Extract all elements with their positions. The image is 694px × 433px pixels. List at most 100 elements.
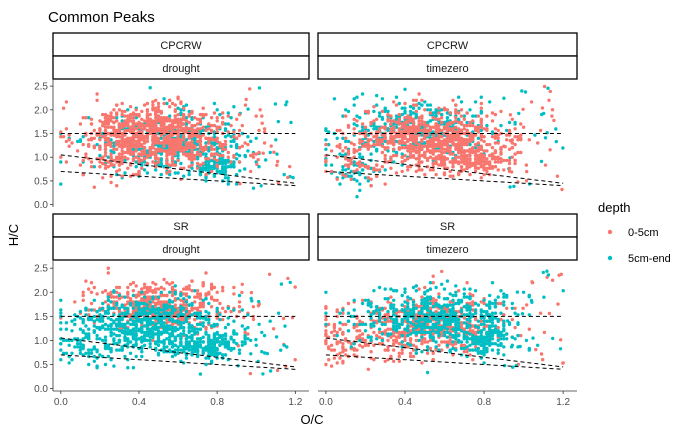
data-point-0-5cm (165, 149, 169, 153)
data-point-5cm-end (148, 327, 152, 331)
data-point-0-5cm (165, 160, 169, 164)
data-point-0-5cm (260, 121, 264, 125)
data-point-0-5cm (499, 157, 503, 161)
data-point-5cm-end (59, 308, 63, 312)
data-point-5cm-end (78, 327, 83, 331)
data-point-0-5cm (406, 138, 410, 142)
data-point-5cm-end (176, 297, 180, 301)
data-point-0-5cm (521, 125, 526, 129)
data-point-0-5cm (134, 172, 138, 177)
data-point-0-5cm (112, 147, 116, 151)
data-point-0-5cm (98, 165, 102, 169)
data-point-0-5cm (519, 136, 523, 140)
data-point-5cm-end (473, 100, 478, 104)
data-point-0-5cm (254, 152, 258, 156)
data-point-5cm-end (134, 300, 138, 304)
data-point-0-5cm (366, 367, 370, 371)
data-point-0-5cm (103, 130, 108, 134)
data-point-5cm-end (173, 338, 177, 343)
data-point-5cm-end (162, 327, 166, 331)
data-point-5cm-end (190, 313, 194, 317)
data-point-0-5cm (126, 117, 130, 122)
data-point-0-5cm (397, 351, 401, 355)
data-point-5cm-end (112, 141, 116, 145)
data-point-0-5cm (327, 358, 331, 362)
data-point-0-5cm (369, 177, 373, 181)
data-point-5cm-end (89, 317, 94, 322)
data-point-0-5cm (112, 108, 116, 112)
data-point-0-5cm (126, 144, 130, 148)
data-point-0-5cm (516, 135, 520, 139)
data-point-0-5cm (392, 338, 396, 343)
data-point-0-5cm (117, 163, 122, 167)
data-point-0-5cm (493, 165, 498, 169)
data-point-0-5cm (145, 116, 150, 120)
data-point-5cm-end (207, 343, 211, 347)
data-point-0-5cm (437, 292, 441, 296)
data-point-0-5cm (101, 112, 105, 117)
data-point-0-5cm (552, 118, 556, 123)
data-point-0-5cm (383, 153, 387, 158)
data-point-0-5cm (375, 117, 379, 122)
data-point-5cm-end (235, 172, 239, 177)
data-point-0-5cm (377, 168, 382, 172)
data-point-5cm-end (212, 337, 217, 341)
data-point-0-5cm (173, 117, 177, 122)
data-point-0-5cm (159, 141, 163, 145)
data-point-0-5cm (117, 285, 122, 290)
data-point-0-5cm (154, 112, 158, 117)
data-point-0-5cm (117, 139, 122, 144)
data-point-0-5cm (128, 282, 133, 286)
data-point-0-5cm (513, 158, 517, 163)
data-point-0-5cm (204, 144, 208, 148)
data-point-0-5cm (106, 266, 111, 270)
data-point-5cm-end (101, 338, 105, 343)
data-point-5cm-end (349, 174, 353, 178)
data-point-0-5cm (335, 314, 339, 319)
data-point-5cm-end (268, 150, 272, 155)
data-point-0-5cm (195, 292, 200, 296)
data-point-0-5cm (408, 165, 413, 169)
data-point-5cm-end (112, 289, 116, 293)
data-point-5cm-end (187, 345, 191, 349)
data-point-0-5cm (414, 314, 418, 319)
data-point-0-5cm (201, 281, 205, 285)
data-point-0-5cm (485, 128, 489, 133)
data-point-0-5cm (218, 125, 222, 129)
data-point-0-5cm (170, 101, 175, 106)
data-point-5cm-end (184, 309, 189, 314)
data-point-0-5cm (115, 169, 119, 174)
data-point-0-5cm (254, 114, 258, 118)
data-point-0-5cm (513, 325, 517, 330)
data-point-0-5cm (465, 142, 469, 147)
data-point-0-5cm (380, 138, 385, 142)
data-point-0-5cm (389, 327, 393, 331)
data-point-0-5cm (380, 125, 385, 129)
data-point-0-5cm (137, 160, 141, 164)
data-point-0-5cm (248, 371, 253, 376)
data-point-0-5cm (151, 300, 155, 304)
data-point-0-5cm (389, 319, 393, 323)
data-point-5cm-end (561, 146, 565, 150)
data-point-0-5cm (120, 149, 124, 153)
data-point-0-5cm (360, 163, 365, 167)
data-point-5cm-end (154, 332, 158, 336)
data-point-0-5cm (473, 332, 478, 336)
data-point-0-5cm (490, 146, 495, 150)
data-point-5cm-end (112, 332, 116, 336)
data-point-0-5cm (168, 135, 172, 139)
data-point-0-5cm (462, 149, 466, 153)
data-point-5cm-end (154, 316, 158, 320)
data-point-5cm-end (98, 153, 102, 158)
data-point-0-5cm (471, 135, 475, 139)
data-point-5cm-end (134, 324, 138, 328)
data-point-5cm-end (505, 128, 509, 133)
data-point-5cm-end (142, 168, 147, 172)
data-point-0-5cm (324, 362, 328, 367)
data-point-5cm-end (112, 306, 116, 310)
data-point-5cm-end (349, 169, 353, 174)
data-point-0-5cm (440, 144, 444, 148)
data-point-5cm-end (223, 340, 228, 344)
data-point-5cm-end (84, 351, 88, 355)
data-point-0-5cm (168, 138, 172, 142)
